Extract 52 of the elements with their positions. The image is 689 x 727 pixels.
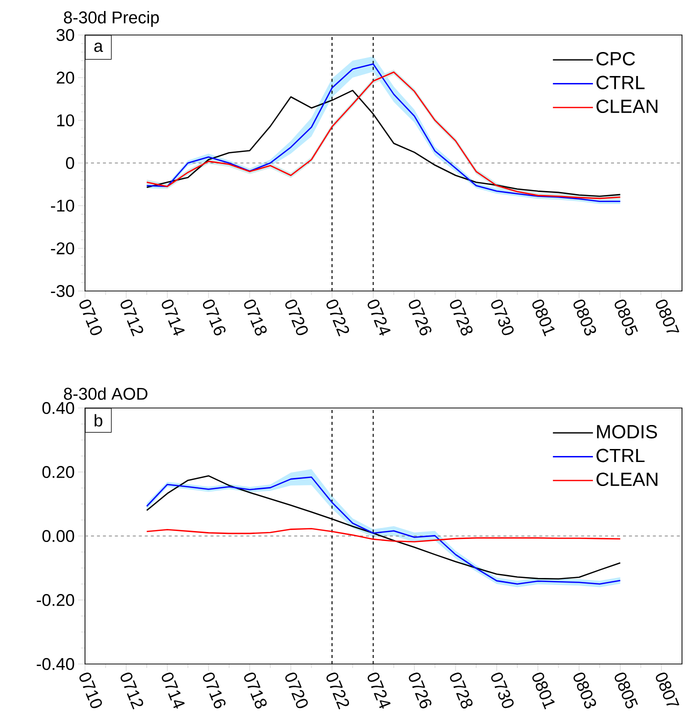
y-tick-label: 0.40 — [42, 402, 74, 414]
y-tick-label: -0.40 — [36, 658, 74, 670]
y-tick-label: -0.20 — [36, 594, 74, 606]
x-tick-label: 0803 — [574, 300, 596, 336]
x-tick-label: 0712 — [120, 672, 144, 710]
legend-label: CPC — [596, 52, 635, 66]
x-tick-label: 0724 — [368, 672, 391, 709]
x-tick-label: 0728 — [450, 300, 473, 336]
x-tick-label: 0710 — [79, 300, 102, 336]
x-tick-label: 0801 — [532, 300, 555, 336]
x-tick-label: 0712 — [120, 300, 144, 336]
legend-label: CLEAN — [596, 100, 658, 114]
x-tick-label: 0803 — [574, 672, 596, 708]
x-tick-label: 0720 — [285, 300, 308, 336]
y-tick-label: 0.20 — [42, 466, 74, 478]
y-tick-label: -10 — [50, 200, 74, 212]
y-tick-label: 0 — [66, 156, 74, 170]
y-tick-label: -20 — [50, 242, 74, 254]
x-tick-label: 0724 — [368, 300, 391, 336]
x-tick-label: 0801 — [532, 672, 555, 710]
chart-title: 8-30d Precip — [64, 10, 159, 27]
y-tick-label: 10 — [57, 114, 74, 126]
x-tick-label: 0714 — [162, 672, 185, 709]
y-tick-label: 30 — [56, 28, 74, 42]
y-tick-label: 0.00 — [42, 530, 74, 542]
chart-title: 8-30d AOD — [64, 387, 148, 400]
x-tick-label: 0720 — [285, 672, 308, 708]
y-tick-label: -30 — [50, 284, 74, 298]
x-tick-label: 0726 — [408, 300, 432, 336]
x-tick-label: 0726 — [408, 672, 432, 708]
y-tick-label: 20 — [56, 72, 74, 84]
x-tick-label: 0728 — [450, 672, 473, 709]
x-tick-label: 0716 — [202, 300, 226, 336]
legend-label: CTRL — [596, 76, 645, 90]
legend-label: CTRL — [596, 448, 645, 462]
x-tick-label: 0714 — [162, 300, 185, 336]
annotation: a — [94, 42, 104, 52]
x-tick-label: 0718 — [244, 300, 267, 336]
legend-label: CLEAN — [596, 472, 658, 486]
x-tick-label: 0722 — [326, 300, 350, 336]
x-tick-label: 0805 — [614, 672, 638, 708]
annotation: b — [94, 414, 102, 427]
x-tick-label: 0730 — [491, 672, 514, 708]
x-tick-label: 0807 — [656, 300, 680, 333]
x-tick-label: 0716 — [202, 672, 226, 708]
x-tick-label: 0718 — [244, 672, 267, 709]
x-tick-label: 0710 — [79, 672, 102, 708]
x-tick-label: 0807 — [656, 672, 680, 706]
x-tick-label: 0730 — [491, 300, 514, 336]
x-tick-label: 0805 — [614, 300, 638, 336]
legend-label: MODIS — [597, 424, 657, 438]
x-tick-label: 0722 — [326, 672, 350, 710]
